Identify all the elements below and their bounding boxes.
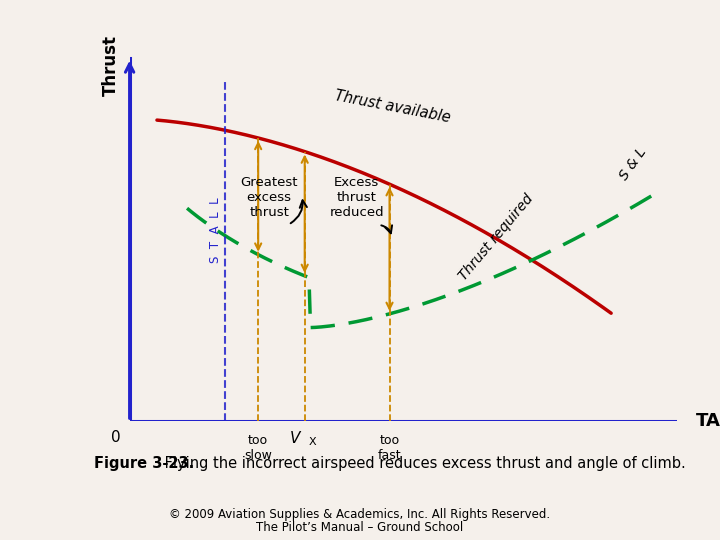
Text: Flying the incorrect airspeed reduces excess thrust and angle of climb.: Flying the incorrect airspeed reduces ex… bbox=[160, 456, 685, 471]
Text: Excess
thrust
reduced: Excess thrust reduced bbox=[329, 176, 384, 219]
Text: S & L: S & L bbox=[617, 145, 649, 183]
Text: Thrust required: Thrust required bbox=[456, 192, 536, 284]
Text: Thrust: Thrust bbox=[102, 35, 120, 96]
Text: The Pilot’s Manual – Ground School: The Pilot’s Manual – Ground School bbox=[256, 521, 464, 534]
Text: 0: 0 bbox=[111, 430, 121, 445]
Text: too
fast: too fast bbox=[378, 434, 401, 462]
Text: $\mathit{V}$: $\mathit{V}$ bbox=[289, 430, 302, 447]
Text: X: X bbox=[309, 437, 316, 447]
Text: © 2009 Aviation Supplies & Academics, Inc. All Rights Reserved.: © 2009 Aviation Supplies & Academics, In… bbox=[169, 508, 551, 521]
Text: too
slow: too slow bbox=[244, 434, 272, 462]
Text: TAS: TAS bbox=[696, 412, 720, 430]
Text: Figure 3-23.: Figure 3-23. bbox=[94, 456, 194, 471]
Text: S  T  A  L  L: S T A L L bbox=[209, 198, 222, 263]
Text: Greatest
excess
thrust: Greatest excess thrust bbox=[240, 176, 298, 219]
Text: Thrust available: Thrust available bbox=[333, 89, 451, 126]
